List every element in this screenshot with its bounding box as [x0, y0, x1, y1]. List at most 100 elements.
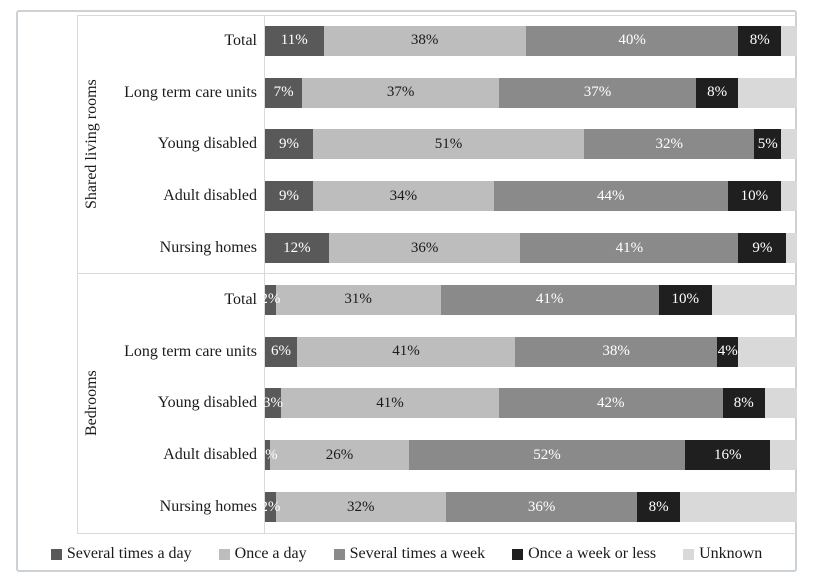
segment-value-label: 7% — [273, 84, 294, 101]
segment-value-label: 42% — [597, 394, 625, 411]
legend-item: Several times a week — [333, 546, 485, 562]
segment-value-label: 5% — [757, 135, 778, 152]
row-label: Adult disabled — [163, 187, 257, 205]
table-row: Long term care units 6% 41% 38% 4% — [0, 326, 813, 378]
legend-swatch-icon — [218, 548, 230, 560]
segment-value-label: 10% — [671, 291, 699, 308]
stacked-bar: 2% 31% 41% 10% — [260, 284, 797, 315]
bar-segment: 37% — [302, 77, 500, 108]
bar-segment: 32% — [275, 492, 446, 523]
legend-item: Unknown — [683, 546, 762, 562]
bar-segment: 6% — [265, 336, 297, 367]
bar-segment: 10% — [658, 284, 712, 315]
legend: Several times a day Once a day Several tim… — [16, 546, 797, 562]
table-row: Young disabled 3% 41% 42% 8% — [0, 378, 813, 430]
segment-value-label: 37% — [583, 84, 612, 101]
bar-segment: 42% — [499, 388, 723, 419]
segment-value-label: 26% — [325, 446, 354, 463]
stacked-bar: 1% 26% 52% 16% — [258, 440, 797, 471]
bar-segment — [781, 181, 797, 212]
bar-segment — [738, 77, 797, 108]
bar-segment — [765, 388, 797, 419]
segment-value-label: 9% — [278, 135, 299, 152]
bar-segment: 12% — [265, 233, 329, 264]
row-label: Nursing homes — [159, 498, 257, 516]
stacked-bar: 12% 36% 41% 9% — [265, 233, 797, 264]
bar-segment: 41% — [280, 388, 500, 419]
row-label: Total — [224, 290, 257, 308]
legend-item: Once a week or less — [512, 546, 656, 562]
legend-label: Once a day — [234, 545, 307, 562]
segment-value-label: 51% — [434, 135, 463, 152]
table-row: Long term care units 7% 37% 37% 8% — [0, 67, 813, 119]
segment-value-label: 11% — [280, 32, 308, 49]
segment-value-label: 32% — [346, 498, 375, 515]
bar-segment — [679, 492, 797, 523]
row-label: Long term care units — [124, 83, 257, 101]
legend-swatch-icon — [512, 548, 524, 560]
bar-segment: 34% — [312, 181, 494, 212]
stacked-bar: 7% 37% 37% 8% — [265, 77, 797, 108]
segment-value-label: 6% — [270, 343, 291, 360]
bar-segment: 41% — [520, 233, 739, 264]
table-row: Adult disabled 1% 26% 52% 16% — [0, 429, 813, 481]
bar-segment: 5% — [754, 129, 782, 160]
segment-value-label: 41% — [535, 291, 564, 308]
bar-segment: 37% — [499, 77, 696, 108]
stacked-bar: 6% 41% 38% 4% — [265, 336, 797, 367]
gridline-top — [77, 15, 797, 16]
bar-segment: 1% — [258, 440, 278, 471]
bar-segment: 9% — [265, 129, 313, 160]
bar-segment: 26% — [270, 440, 409, 471]
legend-item: Once a day — [218, 545, 307, 562]
segment-value-label: 9% — [752, 239, 773, 256]
bar-segment: 8% — [722, 388, 766, 419]
row-label: Total — [224, 31, 257, 49]
stacked-bar: 9% 51% 32% 5% — [265, 129, 797, 160]
stacked-bar: 9% 34% 44% 10% — [265, 181, 797, 212]
legend-label: Unknown — [699, 545, 763, 562]
table-row: Nursing homes 12% 36% 41% 9% — [0, 222, 813, 274]
legend-swatch-icon — [50, 548, 62, 560]
bar-segment: 51% — [312, 129, 585, 160]
bar-segment: 40% — [525, 25, 739, 56]
stacked-bar: 2% 32% 36% 8% — [260, 492, 797, 523]
bar-segment: 8% — [695, 77, 739, 108]
legend-item: Several times a day — [50, 546, 192, 562]
gridline-group-divider — [77, 273, 797, 274]
row-label: Long term care units — [124, 342, 257, 360]
bar-segment: 9% — [265, 181, 313, 212]
segment-value-label: 52% — [533, 446, 561, 463]
bar-segment: 31% — [275, 284, 441, 315]
bar-segment: 36% — [445, 492, 638, 523]
bar-segment: 4% — [717, 336, 739, 367]
bar-segment: 41% — [440, 284, 659, 315]
gridline-bottom — [77, 533, 797, 534]
bar-segment — [770, 440, 797, 471]
segment-value-label: 32% — [655, 135, 684, 152]
segment-value-label: 38% — [410, 32, 439, 49]
bar-segment: 11% — [265, 25, 324, 56]
segment-value-label: 8% — [707, 84, 728, 101]
segment-value-label: 10% — [740, 187, 769, 204]
bar-segment: 38% — [515, 336, 718, 367]
stacked-bar: 11% 38% 40% 8% — [265, 25, 797, 56]
bar-segment: 44% — [493, 181, 728, 212]
legend-swatch-icon — [683, 548, 695, 560]
axis-line-outer — [77, 15, 78, 533]
bar-segment: 9% — [738, 233, 787, 264]
table-row: Nursing homes 2% 32% 36% 8% — [0, 481, 813, 533]
bar-segment: 2% — [260, 492, 280, 523]
stacked-bar: 3% 41% 42% 8% — [262, 388, 797, 419]
row-label: Adult disabled — [163, 446, 257, 464]
bar-segment — [786, 233, 797, 264]
segment-value-label: 36% — [527, 498, 556, 515]
bar-segment: 8% — [637, 492, 680, 523]
segment-value-label: 1% — [257, 446, 278, 463]
segment-value-label: 44% — [597, 187, 625, 204]
bar-segment: 2% — [260, 284, 280, 315]
segment-value-label: 3% — [262, 394, 283, 411]
segment-value-label: 9% — [278, 187, 299, 204]
segment-value-label: 2% — [260, 291, 281, 308]
